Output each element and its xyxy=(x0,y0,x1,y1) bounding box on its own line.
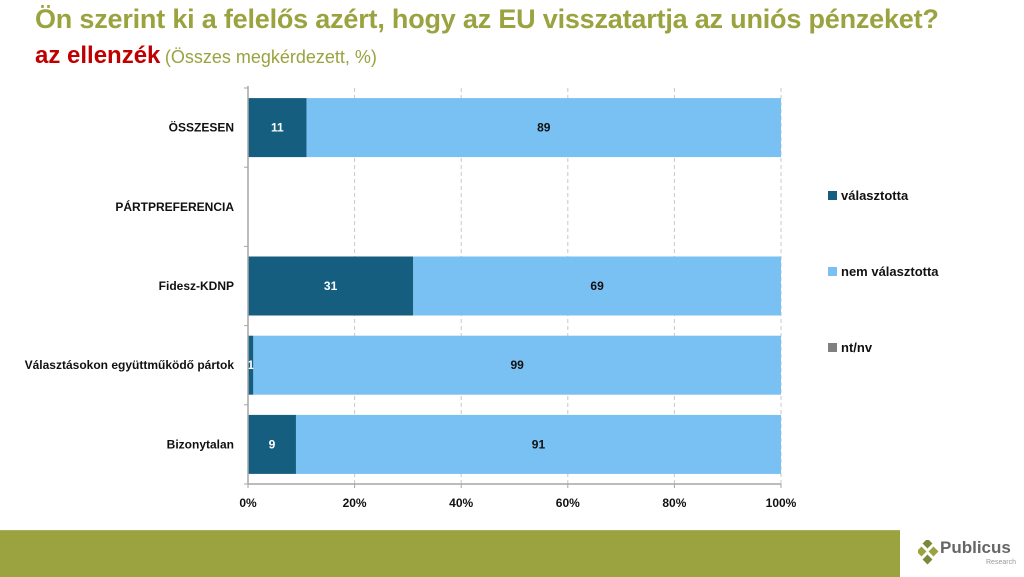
legend-item-valasztotta: választotta xyxy=(828,188,908,203)
x-tick-label: 100% xyxy=(766,496,797,510)
legend-swatch-nem-valasztotta xyxy=(828,267,837,276)
data-label: 89 xyxy=(537,121,551,135)
axes xyxy=(244,86,782,488)
data-label: 11 xyxy=(271,121,284,135)
data-label: 9 xyxy=(269,437,276,451)
subtitle: az ellenzék (Összes megkérdezett, %) xyxy=(35,42,377,70)
bar-segment xyxy=(248,98,307,158)
legend-label: választotta xyxy=(841,188,909,203)
bar-segment xyxy=(248,414,296,474)
x-tick-label: 60% xyxy=(556,496,580,510)
x-tick-label: 20% xyxy=(343,496,367,510)
subtitle-main: az ellenzék xyxy=(35,42,161,69)
category-label: Választásokon együttműködő pártok xyxy=(25,358,235,372)
data-label: 69 xyxy=(590,279,604,293)
logo-subtext: Research xyxy=(986,559,1016,566)
bar-segment xyxy=(295,414,781,474)
data-label: 1 xyxy=(247,358,254,372)
legend-label: nem választotta xyxy=(841,264,939,279)
logo-text: Publicus xyxy=(940,538,1011,557)
category-label: ÖSSZESEN xyxy=(169,120,234,135)
category-label: PÁRTPREFERENCIA xyxy=(115,199,234,214)
footer-bar xyxy=(0,530,900,577)
legend-swatch-valasztotta xyxy=(828,191,837,200)
category-label: Bizonytalan xyxy=(167,437,234,451)
publicus-logo: Publicus Research xyxy=(918,538,1022,572)
data-label: 99 xyxy=(510,358,524,372)
legend-item-ntnv: nt/nv xyxy=(828,340,872,355)
bar-segment xyxy=(248,256,414,316)
x-tick-label: 0% xyxy=(239,496,257,510)
legend-item-nem-valasztotta: nem választotta xyxy=(828,264,939,279)
bar-segment xyxy=(306,98,781,158)
legend-label: nt/nv xyxy=(841,340,873,355)
data-label: 31 xyxy=(324,279,338,293)
legend-swatch-ntnv xyxy=(828,343,837,352)
subtitle-note: (Összes megkérdezett, %) xyxy=(164,47,377,67)
data-label: 91 xyxy=(532,437,546,451)
category-label: Fidesz-KDNP xyxy=(159,279,234,293)
x-tick-label: 80% xyxy=(662,496,686,510)
bar-segment xyxy=(248,335,254,395)
chart-title: Ön szerint ki a felelős azért, hogy az E… xyxy=(35,4,939,34)
x-tick-labels: 0% 20% 40% 60% 80% 100% xyxy=(239,496,796,510)
x-tick-label: 40% xyxy=(449,496,473,510)
bar-segment xyxy=(253,335,781,395)
bar-segment xyxy=(413,256,781,316)
logo-diamond-icon xyxy=(918,540,939,565)
category-labels: ÖSSZESEN PÁRTPREFERENCIA Fidesz-KDNP Válasz… xyxy=(25,120,235,452)
